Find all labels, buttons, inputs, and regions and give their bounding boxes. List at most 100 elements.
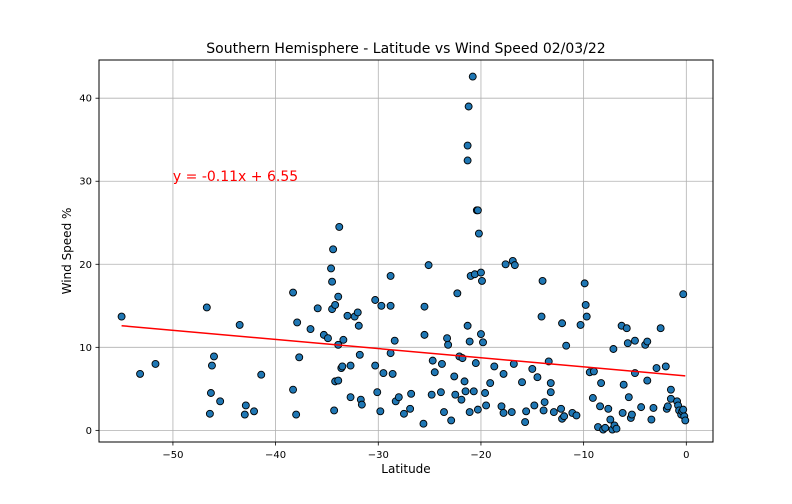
grid-lines (99, 60, 713, 442)
data-point (582, 312, 591, 321)
data-point (357, 400, 366, 409)
data-point (289, 385, 298, 394)
data-point (546, 379, 555, 387)
x-tick-label: 0 (683, 450, 689, 461)
data-point (679, 405, 688, 414)
data-point (436, 388, 445, 397)
y-axis-label: Wind Speed % (60, 208, 74, 295)
data-point (464, 102, 473, 111)
data-point (331, 301, 340, 309)
data-point (376, 407, 385, 416)
data-point (292, 410, 301, 419)
data-point (334, 376, 343, 385)
data-point (521, 418, 530, 427)
data-point (518, 378, 526, 387)
data-point (450, 372, 459, 381)
data-point (540, 398, 549, 407)
data-point (371, 361, 380, 370)
data-point (463, 156, 472, 165)
data-point (666, 385, 675, 394)
data-point (371, 296, 380, 304)
data-point (420, 330, 429, 339)
data-point (461, 387, 470, 396)
data-point (580, 279, 589, 288)
data-point (465, 408, 474, 417)
data-point (355, 350, 364, 359)
regression-line (121, 324, 686, 377)
data-point (538, 276, 547, 285)
data-point (443, 334, 452, 343)
data-point (528, 364, 537, 373)
data-point (606, 415, 615, 424)
plot-frame (98, 59, 714, 443)
data-point (419, 419, 428, 428)
data-point (346, 361, 355, 370)
y-tick-label: 40 (79, 94, 92, 105)
data-point (572, 411, 581, 420)
data-point (681, 416, 690, 425)
data-point (471, 359, 480, 368)
data-point (386, 349, 395, 358)
data-point (293, 318, 302, 327)
data-point (562, 341, 571, 350)
x-tick-label: −40 (265, 450, 286, 461)
data-point (557, 404, 565, 413)
data-point (457, 395, 466, 404)
data-point (609, 345, 618, 353)
data-point (601, 423, 610, 432)
data-point (330, 406, 339, 415)
data-point (478, 276, 486, 285)
data-point (604, 404, 613, 413)
data-point (656, 324, 665, 333)
data-point (499, 369, 508, 378)
data-point (334, 292, 343, 301)
data-point (649, 404, 658, 412)
data-point (324, 334, 332, 343)
data-point (136, 369, 145, 378)
data-point (328, 277, 337, 286)
data-point (444, 340, 453, 349)
data-point (465, 337, 474, 346)
y-tick-label: 30 (79, 177, 92, 188)
data-point (533, 373, 542, 382)
data-point (447, 416, 456, 425)
data-point (481, 389, 490, 397)
data-point (530, 401, 539, 410)
data-point (289, 288, 298, 297)
data-point (477, 268, 485, 277)
data-point (346, 393, 355, 402)
data-point (510, 261, 519, 270)
data-point (546, 388, 555, 397)
data-point (428, 356, 437, 365)
data-point (588, 394, 597, 402)
data-point (622, 324, 631, 333)
data-point (399, 409, 408, 418)
data-point (647, 415, 656, 424)
data-point (440, 408, 448, 417)
data-point (437, 359, 446, 368)
y-tick-label: 20 (79, 260, 92, 271)
data-point (424, 261, 433, 270)
data-point (327, 264, 335, 273)
data-point (407, 389, 416, 398)
data-point (612, 424, 621, 433)
data-point (207, 361, 216, 370)
x-axis-label: Latitude (381, 462, 430, 476)
data-point (379, 369, 388, 378)
data-point (338, 362, 347, 371)
data-point (257, 370, 266, 379)
data-point (679, 290, 688, 299)
data-point (501, 260, 510, 269)
data-point (210, 352, 218, 361)
data-point (477, 330, 485, 338)
data-point (486, 379, 495, 387)
data-point (463, 321, 472, 330)
x-tick-label: −20 (470, 450, 491, 461)
data-point (490, 362, 499, 371)
data-point (652, 364, 661, 373)
data-point (117, 312, 126, 321)
data-point (329, 245, 338, 254)
data-point (499, 408, 508, 417)
